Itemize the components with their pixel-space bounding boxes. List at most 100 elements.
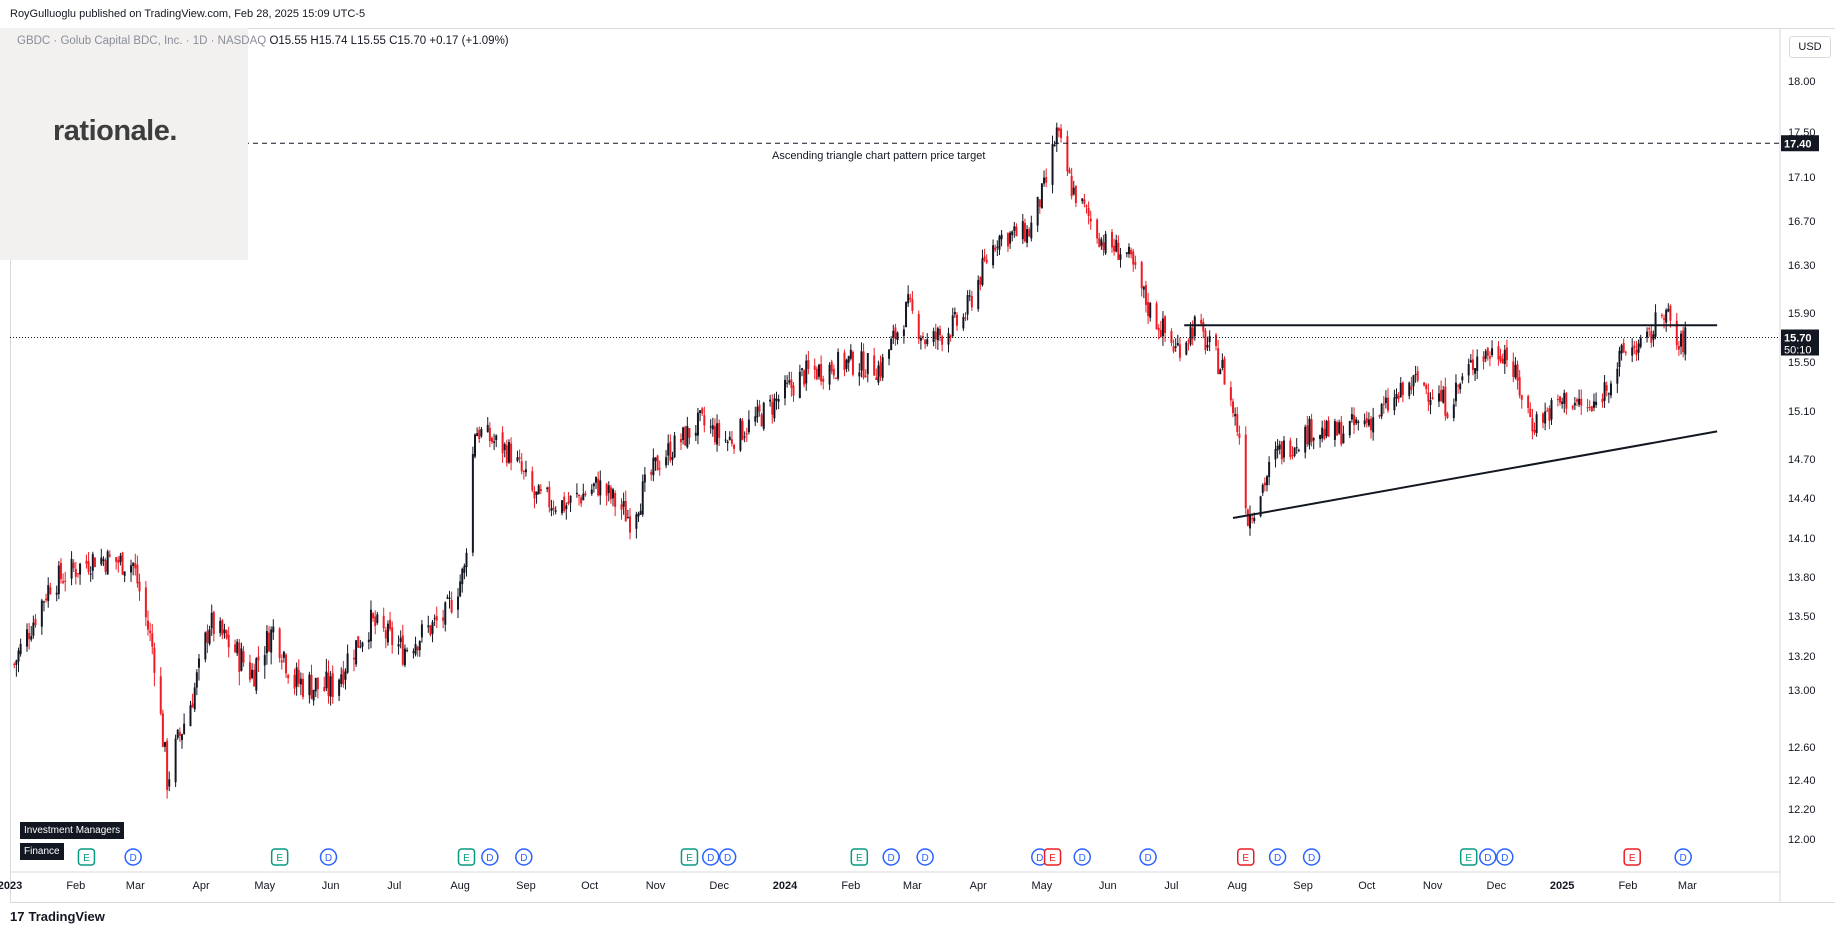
candle-body	[847, 356, 850, 363]
candle-body	[1571, 405, 1574, 409]
candle-body	[790, 379, 793, 388]
candle-body	[1253, 517, 1256, 522]
candle-body	[1132, 251, 1135, 265]
change-value: +0.17 (+1.09%)	[429, 35, 509, 47]
candle-body	[1660, 314, 1663, 316]
candle-body	[45, 598, 48, 601]
candle-body	[1414, 374, 1417, 376]
candle-body	[1219, 369, 1222, 375]
candle-body	[180, 734, 183, 741]
candle-body	[414, 644, 417, 655]
candle-body	[832, 368, 835, 376]
target-price-tag-bg	[1781, 135, 1819, 152]
candle-body	[894, 327, 897, 339]
candle-body	[418, 641, 421, 651]
dividend-icon	[1073, 848, 1092, 866]
candle-body	[656, 455, 659, 471]
candle-body	[1635, 349, 1638, 356]
candle-body	[382, 615, 385, 629]
candle-body	[270, 629, 273, 653]
candle-body	[939, 329, 941, 336]
candle-body	[1499, 355, 1502, 362]
candle-body	[1119, 254, 1122, 260]
dividend-icon	[124, 848, 142, 866]
candle-body	[701, 408, 704, 414]
candle-body	[590, 489, 593, 494]
earnings-icon-letter: E	[686, 853, 693, 864]
candle-body	[429, 625, 432, 636]
candle-body	[758, 404, 761, 412]
target-price-tag: 17.40	[1784, 138, 1812, 150]
candle-body	[1200, 319, 1203, 324]
candle-body	[1533, 429, 1536, 433]
candle-body	[777, 399, 780, 402]
candle-body	[1527, 396, 1530, 409]
sector-badge-industry[interactable]: Investment Managers	[20, 822, 125, 839]
candle-body	[754, 416, 757, 422]
candle-body	[151, 633, 154, 647]
candle-body	[210, 612, 213, 629]
tradingview-footer: 17 TradingView	[10, 909, 105, 924]
candle-body	[255, 658, 258, 691]
chart-frame[interactable]	[10, 28, 1835, 903]
trendline-support	[1232, 430, 1718, 519]
dividend-icon-letter: D	[1484, 853, 1491, 864]
candle-body	[1469, 360, 1472, 363]
candle-body	[1238, 433, 1241, 439]
candle-body	[57, 565, 60, 595]
candle-body	[25, 629, 28, 647]
candle-body	[1592, 401, 1595, 408]
last-price-tag-bg	[1781, 329, 1819, 356]
candle-body	[1620, 345, 1623, 354]
candle-body	[312, 689, 315, 701]
candle-body	[567, 501, 570, 504]
candle-body	[374, 616, 377, 627]
candle-body	[47, 585, 50, 601]
candle-body	[1601, 398, 1604, 403]
candle-body	[1066, 136, 1069, 172]
candle-body	[1367, 419, 1370, 426]
candle-body	[994, 247, 997, 251]
candle-body	[1350, 413, 1353, 420]
candle-body	[1559, 396, 1561, 403]
candle-body	[1342, 433, 1345, 444]
candle-body	[1535, 414, 1538, 434]
candle-body	[1648, 328, 1651, 330]
candle-body	[1291, 455, 1294, 457]
candle-body	[308, 674, 311, 696]
candle-body	[446, 597, 449, 599]
candle-body	[91, 554, 94, 571]
candle-body	[580, 497, 583, 504]
candle-body	[1206, 344, 1209, 348]
candle-body	[1036, 196, 1039, 226]
candle-body	[119, 555, 122, 562]
candle-body	[1323, 429, 1326, 439]
candle-body	[679, 438, 682, 443]
candle-body	[1429, 400, 1432, 406]
candle-body	[977, 280, 980, 310]
y-tick-label: 15.90	[1788, 308, 1816, 320]
candle-body	[1423, 382, 1426, 386]
candle-body	[72, 562, 75, 569]
sector-badge-sector[interactable]: Finance	[20, 843, 64, 860]
candle-body	[533, 491, 536, 499]
candle-body	[457, 596, 460, 610]
candle-body	[520, 461, 523, 472]
candle-body	[964, 317, 967, 319]
candle-body	[195, 672, 198, 688]
logo-overlay	[0, 28, 248, 260]
candle-body	[1268, 461, 1271, 478]
candle-body	[79, 563, 82, 575]
candle-body	[1068, 169, 1071, 174]
candle-body	[875, 377, 878, 380]
earnings-icon	[1623, 848, 1641, 866]
candle-body	[788, 380, 791, 383]
candle-body	[1125, 252, 1128, 254]
y-tick-label: 13.50	[1788, 611, 1816, 623]
currency-button[interactable]: USD	[1789, 36, 1831, 58]
candle-body	[1370, 418, 1373, 431]
x-tick-label: May	[1032, 880, 1053, 892]
candle-body	[1191, 328, 1194, 340]
candle-body	[890, 338, 893, 351]
